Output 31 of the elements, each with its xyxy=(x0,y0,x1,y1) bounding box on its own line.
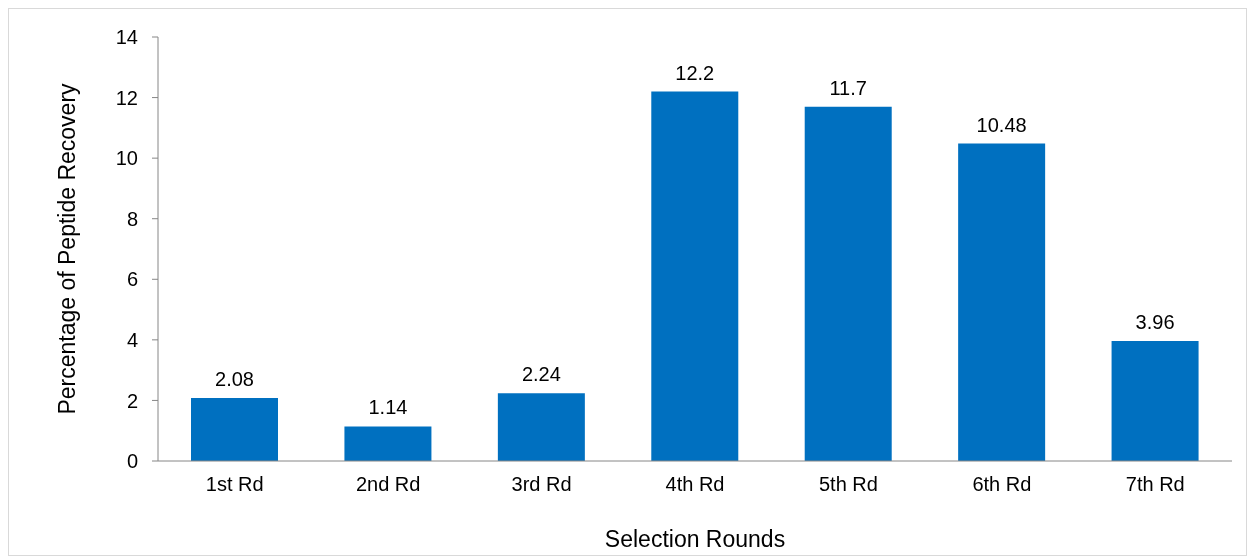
x-tick-label: 2nd Rd xyxy=(355,473,421,496)
x-tick-label: 4th Rd xyxy=(665,473,725,496)
x-tick-label: 3rd Rd xyxy=(511,473,572,496)
y-tick-label: 2 xyxy=(126,389,138,412)
y-tick-label: 6 xyxy=(126,268,138,291)
x-tick-label: 6th Rd xyxy=(972,473,1032,496)
y-tick-label: 12 xyxy=(115,86,138,109)
bar xyxy=(344,426,432,461)
y-tick-label: 4 xyxy=(126,328,138,351)
x-axis-title: Selection Rounds xyxy=(604,526,786,552)
bar xyxy=(651,91,739,461)
data-label: 2.24 xyxy=(521,363,561,386)
x-tick-label: 7th Rd xyxy=(1125,473,1185,496)
data-label: 11.7 xyxy=(829,76,867,99)
y-tick-label: 0 xyxy=(126,450,138,473)
data-label: 10.48 xyxy=(976,113,1027,136)
bar xyxy=(958,143,1046,461)
data-label: 1.14 xyxy=(368,396,408,419)
data-label: 3.96 xyxy=(1135,311,1175,334)
bar xyxy=(497,393,585,461)
y-tick-label: 10 xyxy=(115,147,138,170)
x-tick-label: 5th Rd xyxy=(818,473,878,496)
y-tick-label: 14 xyxy=(115,26,138,49)
bar xyxy=(1111,341,1199,461)
data-label: 12.2 xyxy=(675,61,715,84)
y-axis-title: Percentage of Peptide Recovery xyxy=(54,82,81,415)
bar xyxy=(804,106,892,461)
data-label: 2.08 xyxy=(215,368,254,391)
y-tick-label: 8 xyxy=(126,207,138,230)
bar xyxy=(191,398,278,461)
x-tick-label: 1st Rd xyxy=(205,473,264,496)
